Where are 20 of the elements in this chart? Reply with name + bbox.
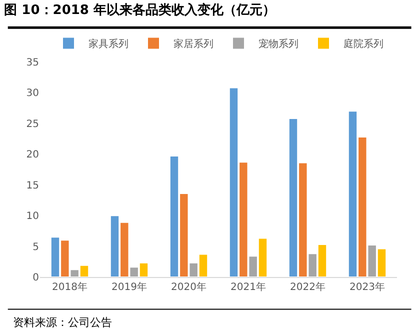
y-tick-label: 10 bbox=[26, 211, 39, 222]
y-tick-label: 30 bbox=[26, 88, 39, 100]
legend-label: 家具系列 bbox=[88, 38, 128, 50]
x-tick-label: 2022年 bbox=[290, 281, 326, 293]
legend-label: 家居系列 bbox=[174, 38, 214, 50]
y-tick-label: 5 bbox=[32, 242, 39, 253]
legend-label: 庭院系列 bbox=[344, 38, 384, 50]
y-tick-label: 25 bbox=[26, 118, 39, 130]
y-tick-label: 20 bbox=[26, 150, 39, 161]
legend-label: 宠物系列 bbox=[258, 38, 298, 50]
y-tick-label: 0 bbox=[32, 272, 39, 284]
y-tick-label: 35 bbox=[26, 58, 39, 68]
x-tick-label: 2018年 bbox=[52, 281, 88, 293]
chart-title: 图 10：2018 年以来各品类收入变化（亿元） bbox=[4, 2, 276, 18]
x-tick-label: 2021年 bbox=[230, 281, 266, 293]
text: 资料来源：公司公告 bbox=[13, 316, 112, 329]
x-tick-label: 2019年 bbox=[112, 281, 147, 293]
x-tick-label: 2020年 bbox=[171, 281, 206, 293]
x-tick-label: 2023年 bbox=[350, 281, 385, 293]
y-tick-label: 15 bbox=[26, 180, 39, 192]
